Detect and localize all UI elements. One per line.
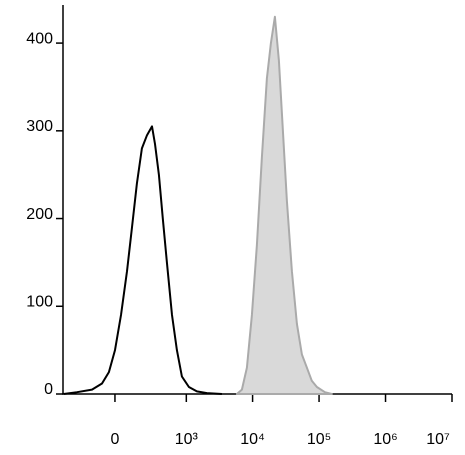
y-tick-label: 200	[26, 206, 53, 223]
x-tick-label: 10⁴	[240, 431, 265, 448]
x-tick-label: 10⁶	[373, 431, 397, 448]
y-tick-label: 400	[26, 30, 53, 47]
histogram-line	[63, 125, 222, 395]
x-tick-label: 10⁷	[426, 431, 450, 448]
x-tick-label: 10⁵	[307, 431, 331, 448]
x-tick-label: 0	[111, 431, 120, 448]
x-tick-label: 10³	[175, 431, 199, 448]
y-tick-label: 100	[26, 293, 53, 310]
histogram-area	[235, 15, 333, 395]
y-tick-label: 300	[26, 118, 53, 135]
y-tick-label: 0	[44, 381, 53, 398]
